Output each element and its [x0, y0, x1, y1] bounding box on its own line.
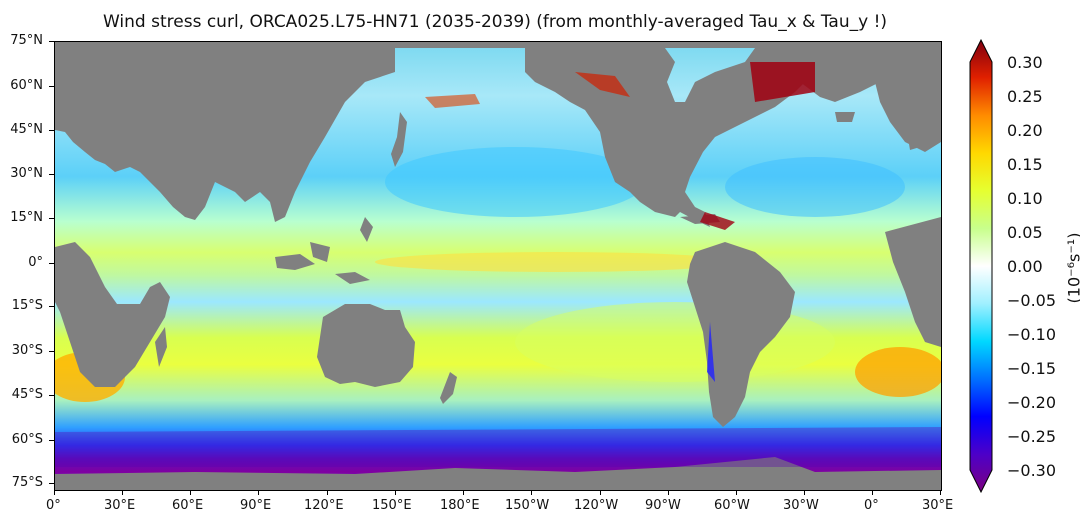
lat-tick-label: 30°S: [11, 343, 43, 358]
lon-tick-label: 120°W: [574, 498, 619, 513]
map-title: Wind stress curl, ORCA025.L75-HN71 (2035…: [102, 12, 888, 32]
colorbar-tick-label: 0.00: [1007, 257, 1043, 276]
warm-patch: [855, 347, 941, 397]
coastal-highlights: [55, 62, 941, 467]
lat-tick-label: 15°N: [10, 210, 43, 225]
lon-tick-label: 90°E: [240, 498, 272, 513]
lat-tick-label: 60°N: [10, 78, 43, 93]
lon-tick-label: 90°W: [645, 498, 681, 513]
lon-tick-label: 60°W: [714, 498, 750, 513]
colorbar-tick-label: 0.05: [1007, 223, 1043, 242]
colorbar: [969, 38, 993, 494]
colorbar-tick-label: 0.25: [1007, 87, 1043, 106]
lon-tick-label: 30°E: [104, 498, 136, 513]
lat-tick-label: 15°S: [11, 298, 43, 313]
lon-tick-label: 30°E: [922, 498, 954, 513]
lon-tick-label: 180°E: [440, 498, 480, 513]
cool-patch: [725, 157, 905, 217]
colorbar-tick-label: −0.10: [1007, 325, 1057, 344]
lon-tick-label: 120°E: [304, 498, 344, 513]
colorbar-tick-label: 0.15: [1007, 155, 1043, 174]
colorbar-tick-label: 0.10: [1007, 189, 1043, 208]
lat-tick-label: 45°N: [10, 122, 43, 137]
wind-stress-curl-field: [55, 42, 941, 490]
lat-tick-label: 30°N: [10, 166, 43, 181]
lon-tick-label: 60°E: [172, 498, 204, 513]
colorbar-tick-label: 0.30: [1007, 53, 1043, 72]
lat-tick-label: 60°S: [11, 432, 43, 447]
colorbar-unit-label: (10⁻⁶s⁻¹): [1064, 232, 1080, 304]
lon-tick-label: 0°: [864, 498, 879, 513]
colorbar-tick-label: −0.25: [1007, 427, 1057, 446]
colorbar-tick-label: −0.20: [1007, 393, 1057, 412]
colorbar-tick-label: −0.30: [1007, 461, 1057, 480]
map-plot-area: [54, 41, 942, 491]
lon-tick-label: 0°: [46, 498, 61, 513]
warm-patch: [375, 252, 735, 272]
colorbar-tick-label: 0.20: [1007, 121, 1043, 140]
lat-tick-label: 45°S: [11, 387, 43, 402]
lat-tick-label: 75°N: [10, 33, 43, 48]
lon-tick-label: 150°W: [505, 498, 550, 513]
colorbar-tick-label: −0.05: [1007, 291, 1057, 310]
lat-tick-label: 75°S: [11, 475, 43, 490]
colorbar-tick-label: −0.15: [1007, 359, 1057, 378]
lon-tick-label: 150°E: [372, 498, 412, 513]
lat-tick-label: 0°: [28, 255, 43, 270]
cool-patch: [385, 147, 645, 217]
lon-tick-label: 30°W: [783, 498, 819, 513]
land: [55, 42, 941, 490]
